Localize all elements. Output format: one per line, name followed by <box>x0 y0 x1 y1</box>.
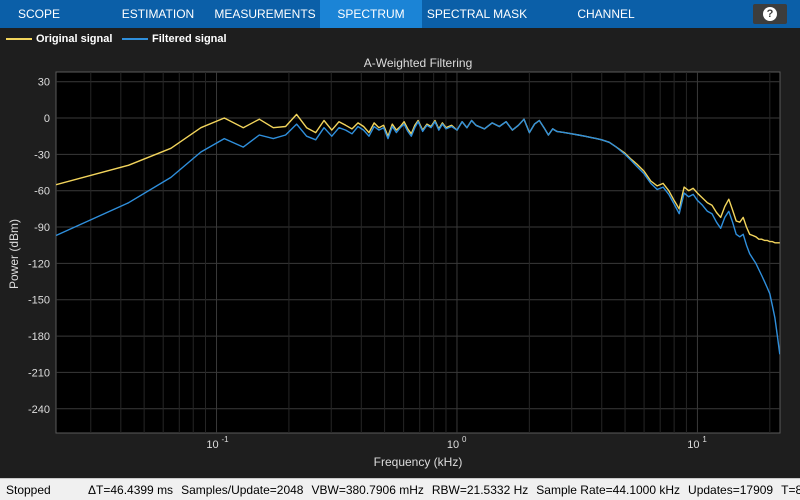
status-metrics: ΔT=46.4399 ms Samples/Update=2048 VBW=380.… <box>88 483 800 497</box>
legend-swatch-filtered <box>122 38 148 41</box>
y-tick-labels: 30 0 -30 -60 -90 -120 -150 -180 -210 -240 <box>28 77 50 416</box>
x-tick-exponent: -1 <box>222 435 230 444</box>
status-metric: Updates=17909 <box>688 483 774 497</box>
tab-measurements[interactable]: MEASUREMENTS <box>214 7 316 21</box>
status-metric: VBW=380.7906 mHz <box>311 483 424 497</box>
legend-swatch-original <box>6 38 32 41</box>
x-tick-exponent: 0 <box>462 435 467 444</box>
spectrum-plot[interactable]: A-Weighted Filtering 30 0 -30 -60 -90 -120 -15… <box>0 50 800 478</box>
legend-label-filtered: Filtered signal <box>152 33 227 45</box>
y-tick-label: -180 <box>28 331 50 343</box>
toolstrip: SCOPE ESTIMATION MEASUREMENTS SPECTRUM S… <box>0 0 800 49</box>
axes-area[interactable] <box>55 71 781 434</box>
grid <box>56 72 780 433</box>
series-lines <box>56 113 780 355</box>
status-bar: Stopped ΔT=46.4399 ms Samples/Update=2048… <box>0 478 800 500</box>
y-tick-label: -240 <box>28 404 50 416</box>
help-button[interactable]: ? <box>753 4 787 24</box>
tab-spectrum[interactable]: SPECTRUM <box>320 0 422 28</box>
tab-channel-measurements[interactable]: CHANNEL MEASUREMENTS <box>555 7 656 49</box>
status-metric: T=83 <box>781 483 800 497</box>
y-axis-label: Power (dBm) <box>7 219 21 289</box>
y-tick-label: -150 <box>28 295 50 307</box>
status-metric: RBW=21.5332 Hz <box>431 483 529 497</box>
status-metric: Sample Rate=44.1000 kHz <box>536 483 681 497</box>
x-tick-label: 10 <box>447 439 459 451</box>
x-tick-label: 10 <box>687 439 699 451</box>
tab-spectral-mask[interactable]: SPECTRAL MASK <box>426 7 528 21</box>
tab-scope[interactable]: SCOPE <box>17 7 60 21</box>
legend-item-filtered[interactable]: Filtered signal <box>122 28 227 50</box>
chart-title: A-Weighted Filtering <box>364 56 473 70</box>
legend: Original signal Filtered signal <box>0 28 800 50</box>
x-tick-labels: 10 -1 10 0 10 1 <box>206 435 707 451</box>
legend-label-original: Original signal <box>36 33 113 45</box>
legend-item-original[interactable]: Original signal <box>6 28 112 50</box>
y-tick-label: -90 <box>34 222 50 234</box>
status-metric: ΔT=46.4399 ms <box>88 483 174 497</box>
x-tick-label: 10 <box>206 439 218 451</box>
y-tick-label: -120 <box>28 258 50 270</box>
tab-estimation[interactable]: ESTIMATION <box>121 7 195 21</box>
y-tick-label: -210 <box>28 367 50 379</box>
help-icon: ? <box>763 7 777 21</box>
x-tick-exponent: 1 <box>702 435 707 444</box>
y-tick-label: 30 <box>38 77 50 89</box>
y-tick-label: -60 <box>34 186 50 198</box>
y-tick-label: -30 <box>34 149 50 161</box>
status-metric: Samples/Update=2048 <box>181 483 304 497</box>
y-tick-label: 0 <box>44 113 50 125</box>
series-line-filtered <box>56 118 780 355</box>
status-state: Stopped <box>6 483 51 497</box>
x-axis-label: Frequency (kHz) <box>374 455 463 469</box>
